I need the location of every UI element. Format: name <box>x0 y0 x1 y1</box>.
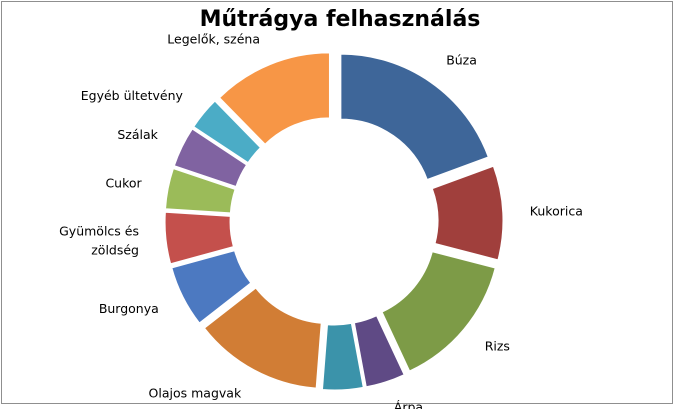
slice-buza <box>340 53 489 181</box>
label-olajos-magvak: Olajos magvak <box>149 386 242 401</box>
slice-group <box>164 52 504 391</box>
label-legelok-szena: Legelők, széna <box>167 32 260 47</box>
slice-egyeb-ultetveny <box>193 100 262 164</box>
label-szalak: Szálak <box>117 127 158 142</box>
label-gyumolcs-es-zoldseg: Gyümölcs és zöldség <box>59 224 139 258</box>
label-cukor: Cukor <box>105 175 142 190</box>
label-egyeb-ultetveny: Egyéb ültetvény <box>81 88 184 103</box>
slice-kukorica <box>431 165 504 261</box>
slice-legelok-szena <box>218 52 330 145</box>
label-kukorica: Kukorica <box>530 203 583 218</box>
slice-egyeb-gabona <box>321 322 364 391</box>
slice-arpa <box>353 315 405 388</box>
slice-olajos-magvak <box>203 287 322 389</box>
chart-title: Műtrágya felhasználás <box>199 7 481 32</box>
slice-szalak <box>173 128 248 188</box>
label-group: BúzaKukoricaRizsÁrpaEgyéb gabonaOlajos m… <box>59 32 583 409</box>
slice-cukor <box>165 168 236 214</box>
slice-gyumolcs-es-zoldseg <box>164 211 234 265</box>
label-burgonya: Burgonya <box>99 301 159 316</box>
label-rizs: Rizs <box>485 338 510 353</box>
label-buza: Búza <box>446 52 477 67</box>
slice-burgonya <box>171 250 252 324</box>
slice-rizs <box>381 251 496 372</box>
label-arpa: Árpa <box>394 400 423 409</box>
